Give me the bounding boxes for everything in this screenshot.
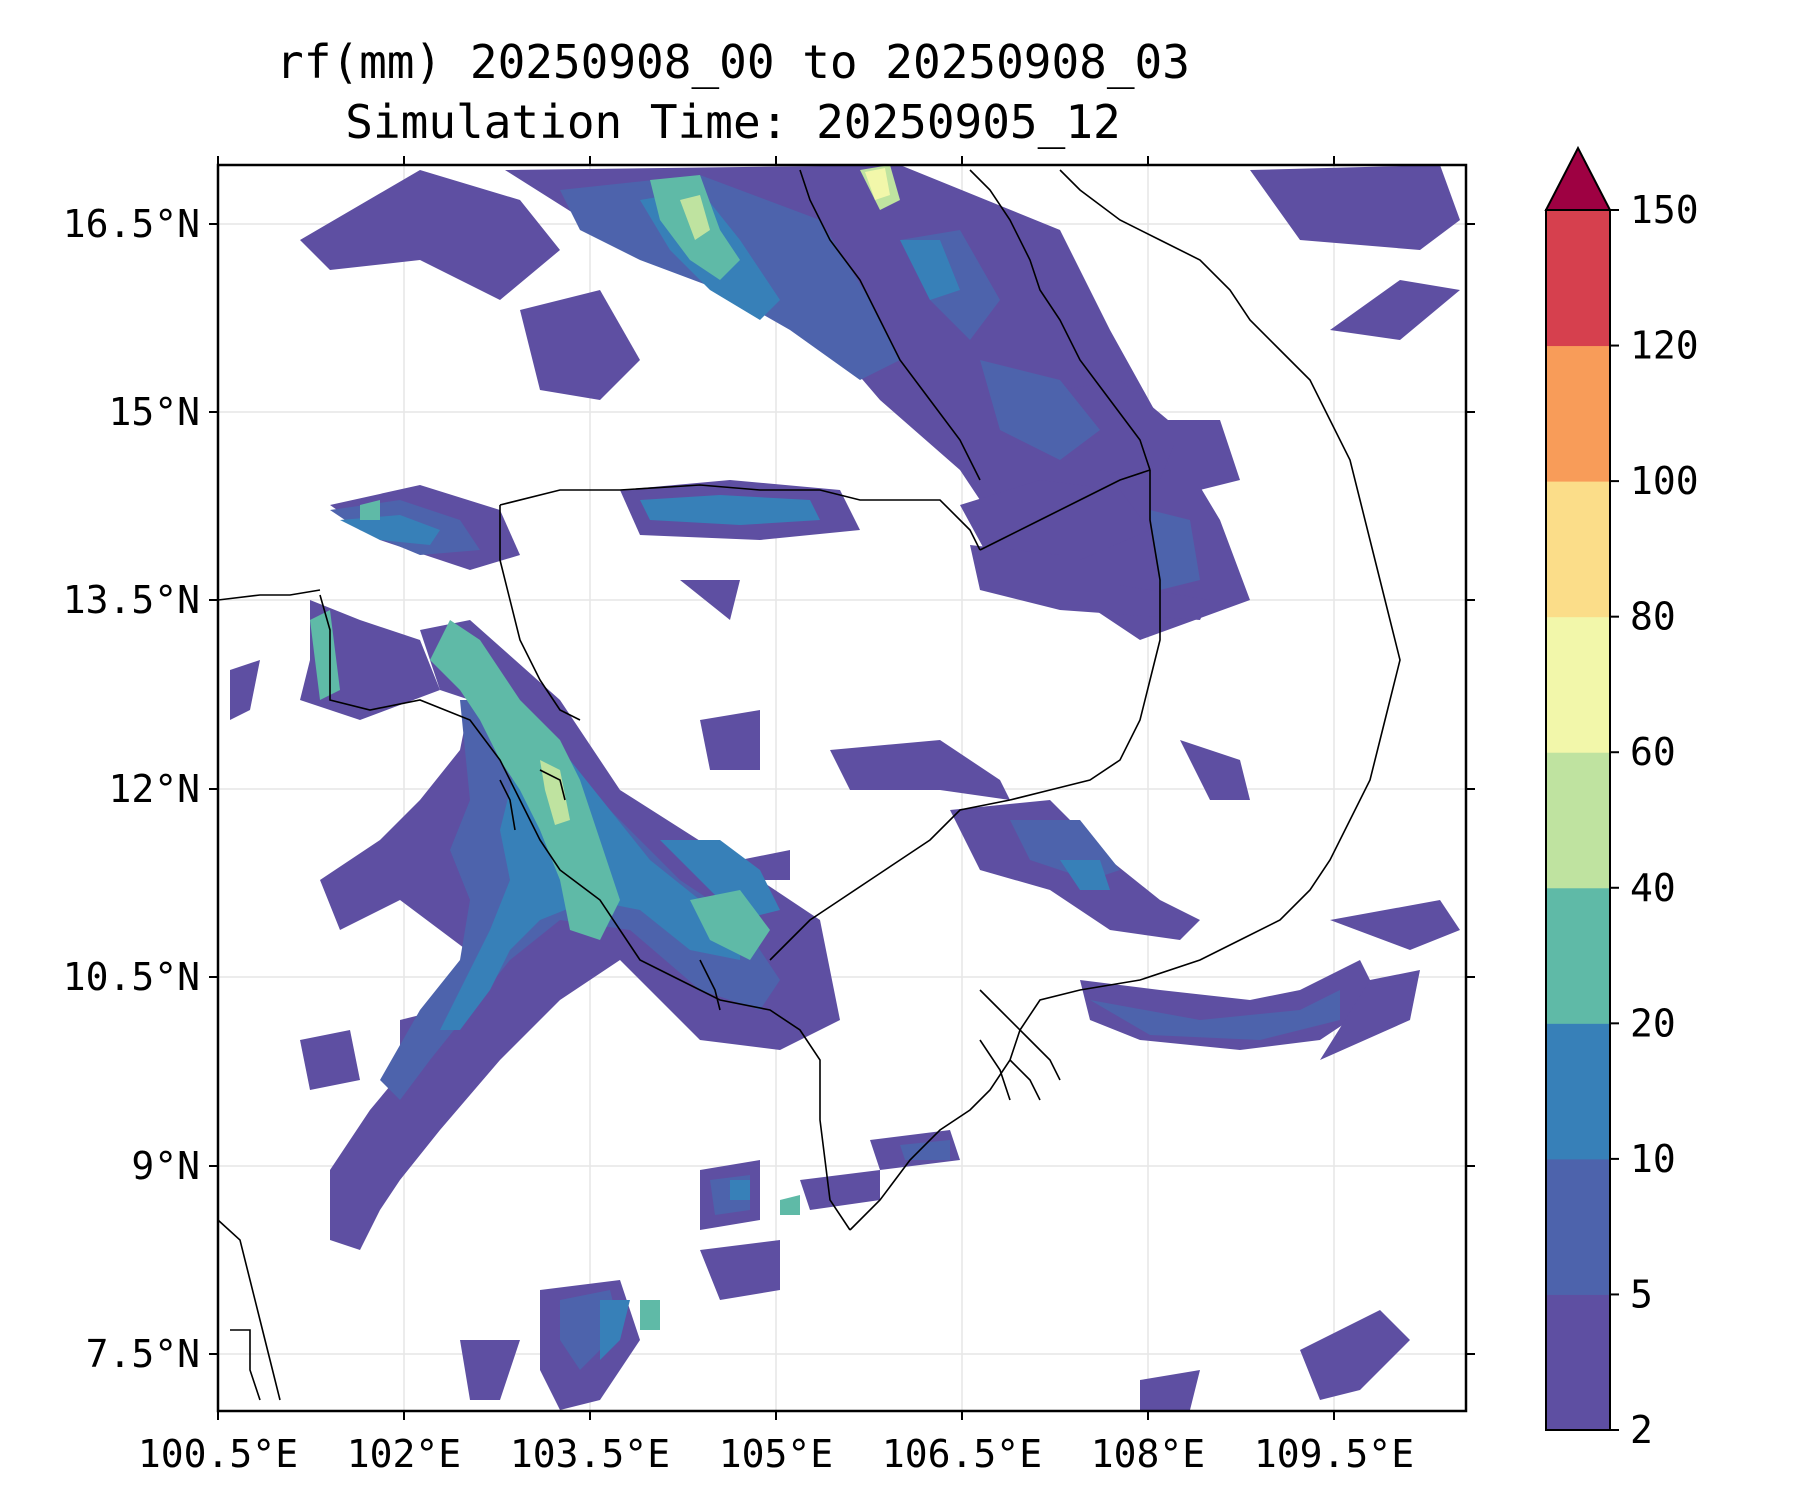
x-tick-label: 109.5°E: [1254, 1432, 1414, 1476]
colorbar-label: 120: [1630, 324, 1699, 368]
y-tick-label: 15°N: [108, 390, 200, 434]
y-tick-label: 12°N: [108, 767, 200, 811]
y-tick-label: 9°N: [131, 1144, 200, 1188]
colorbar-label: 20: [1630, 1001, 1676, 1045]
colorbar-label: 100: [1630, 459, 1699, 503]
colorbar-segment: [1546, 616, 1610, 753]
colorbar-label: 80: [1630, 595, 1676, 639]
y-tick-label: 10.5°N: [63, 955, 200, 999]
colorbar-segment: [1546, 1023, 1610, 1160]
colorbar-label: 5: [1630, 1272, 1653, 1316]
colorbar-segment: [1546, 481, 1610, 618]
colorbar-label: 60: [1630, 730, 1676, 774]
colorbar-label: 40: [1630, 866, 1676, 910]
rain-contours-60-80: [865, 168, 890, 200]
x-tick-label: 103.5°E: [510, 1432, 670, 1476]
colorbar: 2 5 10 20 40 60 80 100 120 150: [1544, 145, 1699, 1452]
colorbar-segment: [1546, 1158, 1610, 1295]
y-tick-label: 16.5°N: [63, 202, 200, 246]
x-tick-label: 105°E: [719, 1432, 833, 1476]
colorbar-label: 150: [1630, 188, 1699, 232]
coastlines-and-borders: [218, 169, 1401, 1401]
colorbar-segment: [1546, 1294, 1610, 1431]
colorbar-extend-arrow: [1544, 145, 1612, 211]
y-axis-ticks: 16.5°N 15°N 13.5°N 12°N 10.5°N 9°N 7.5°N: [63, 202, 1475, 1376]
colorbar-segment: [1546, 210, 1610, 347]
figure-subtitle: Simulation Time: 20250905_12: [345, 95, 1121, 149]
x-tick-label: 100.5°E: [138, 1432, 298, 1476]
x-tick-label: 106.5°E: [882, 1432, 1042, 1476]
x-tick-label: 108°E: [1091, 1432, 1205, 1476]
y-tick-label: 7.5°N: [86, 1332, 200, 1376]
colorbar-segment: [1546, 752, 1610, 889]
figure-title: rf(mm) 20250908_00 to 20250908_03: [276, 35, 1190, 89]
x-tick-label: 102°E: [347, 1432, 461, 1476]
colorbar-label: 2: [1630, 1408, 1653, 1452]
colorbar-frame: [1545, 209, 1611, 1431]
map-plot-area: [218, 165, 1466, 1411]
colorbar-segment: [1546, 887, 1610, 1024]
y-tick-label: 13.5°N: [63, 578, 200, 622]
colorbar-label: 10: [1630, 1137, 1676, 1181]
x-axis-ticks: 100.5°E 102°E 103.5°E 105°E 106.5°E 108°E 109.…: [138, 156, 1414, 1476]
colorbar-segment: [1546, 345, 1610, 482]
